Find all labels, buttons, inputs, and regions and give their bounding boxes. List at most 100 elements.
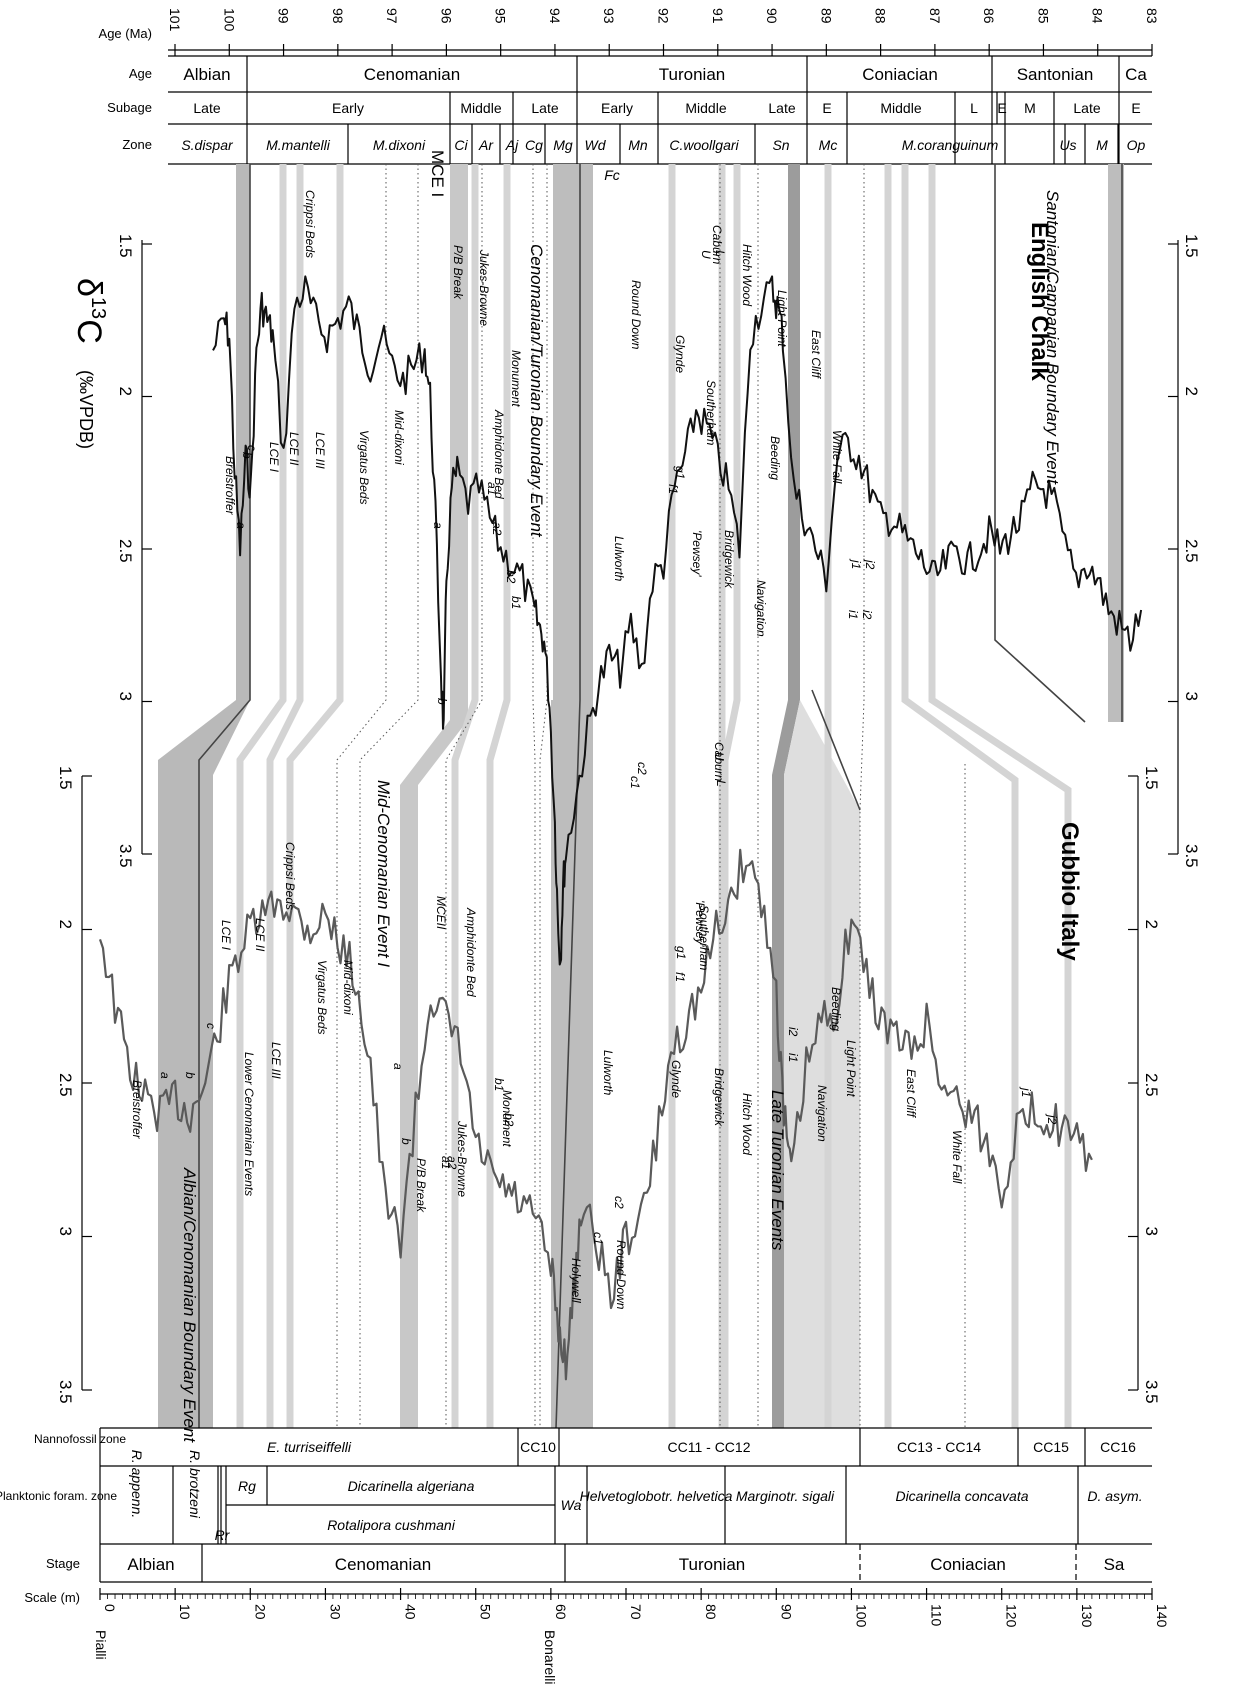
zone: Op xyxy=(1127,137,1146,153)
gubbio-event-label: Late Turonian Events xyxy=(768,1090,787,1251)
bed-letter: f1 xyxy=(673,972,687,982)
nanno-zone: CC13 - CC14 xyxy=(897,1439,981,1455)
bed-letter: a xyxy=(431,522,445,529)
nanno-zones: E. turriseiffelli CC10 CC11 - CC12 CC13 … xyxy=(267,1439,1136,1455)
gubbio-event-label: Navigation xyxy=(815,1085,829,1142)
ma-tick-label: 91 xyxy=(710,8,726,24)
zone-label: Zone xyxy=(122,137,152,152)
band-sant-camp xyxy=(1108,164,1124,722)
zone: Sn xyxy=(772,137,789,153)
english-tick-label: 1.5 xyxy=(1182,234,1201,258)
bed-letter: c2 xyxy=(612,1196,626,1209)
bed-letter: U xyxy=(699,250,713,259)
english-event-label: White Fall xyxy=(830,430,844,484)
gubbio-tick-label: 3.5 xyxy=(1142,1380,1161,1404)
scale-tick-label: 130 xyxy=(1079,1604,1095,1628)
bed-letter: L xyxy=(713,250,727,257)
age-albian: Albian xyxy=(183,65,230,84)
english-tick-label: 2.5 xyxy=(1182,539,1201,563)
zone-names: S.dispar M.mantelli M.dixoni Ci Ar Aj Cg… xyxy=(181,137,1145,183)
english-event-label: Crippsi Beds xyxy=(303,190,317,258)
zone: Cg xyxy=(525,137,543,153)
subage: Middle xyxy=(685,100,726,116)
locality-pialli: Pialli xyxy=(93,1630,109,1660)
ma-tick-label: 84 xyxy=(1090,8,1106,24)
bed-letter: f1 xyxy=(666,484,680,494)
bed-letter: g1 xyxy=(674,946,688,959)
subage-label: Subage xyxy=(107,100,152,115)
gubbio-event-label: Crippsi Beds xyxy=(283,842,297,910)
delta-element: C xyxy=(70,319,108,344)
gubbio-event-label: P/B Break xyxy=(414,1158,428,1213)
plank-zone: Dicarinella algeriana xyxy=(348,1478,475,1494)
subage-names: Late Early Middle Late Early Middle Late… xyxy=(193,100,1140,116)
ma-tick-label: 83 xyxy=(1144,8,1160,24)
subage: E xyxy=(822,100,831,116)
scale-tick-label: 40 xyxy=(403,1604,419,1620)
y-axis-label: δ13C (‰VPDB) xyxy=(70,278,109,449)
scale-tick-label: 100 xyxy=(853,1604,869,1628)
english-tick-label: 2 xyxy=(116,387,135,396)
ma-tick-label: 100 xyxy=(221,8,237,32)
plank-zone: R. appenn. xyxy=(129,1450,145,1519)
zone: Aj xyxy=(505,137,519,153)
bed-letter: L xyxy=(714,780,728,787)
english-event-label: Mid-dixoni xyxy=(392,410,406,465)
plank-zone: Wa xyxy=(561,1497,582,1513)
nanno-zone: CC11 - CC12 xyxy=(668,1439,751,1455)
plank-zone: Helvetoglobotr. helvetica xyxy=(580,1488,733,1504)
gubbio-event-label: MCEII xyxy=(434,896,448,930)
zone: M.dixoni xyxy=(373,137,426,153)
english-event-label: Breistroffer xyxy=(223,456,237,516)
english-event-label: Monument xyxy=(509,350,523,407)
gubbio-event-label: Caburn xyxy=(712,742,726,782)
english-event-label: Navigation xyxy=(754,580,768,637)
ma-tick-label: 85 xyxy=(1035,8,1051,24)
stage: Sa xyxy=(1104,1555,1125,1574)
gubbio-d13c-line xyxy=(98,848,1093,1381)
nanno-zone: CC15 xyxy=(1033,1439,1069,1455)
english-event-label: East Cliff xyxy=(809,330,823,380)
english-y-axis xyxy=(141,240,1179,854)
subage: Late xyxy=(531,100,558,116)
scale-tick-label: 70 xyxy=(628,1604,644,1620)
english-event-label: LCE II xyxy=(287,432,301,466)
zone: Mc xyxy=(819,137,838,153)
age-label: Age xyxy=(129,66,152,81)
top-row-labels: Age (Ma) Age Subage Zone xyxy=(99,26,152,152)
stages: Albian Cenomanian Turonian Coniacian Sa xyxy=(127,1555,1125,1574)
age-coniacian: Coniacian xyxy=(862,65,938,84)
age-names: Albian Cenomanian Turonian Coniacian San… xyxy=(183,65,1147,84)
english-tick-label: 3.5 xyxy=(116,844,135,868)
ma-tick-label: 90 xyxy=(764,8,780,24)
subage: Late xyxy=(193,100,220,116)
bed-letter: j1 xyxy=(849,558,863,569)
scale-tick-label: 110 xyxy=(929,1604,945,1627)
stage: Turonian xyxy=(679,1555,745,1574)
delta-superscript: 13 xyxy=(87,297,109,319)
subage: Late xyxy=(768,100,795,116)
plank-zone: Rr xyxy=(215,1527,231,1543)
bed-letter: g1 xyxy=(673,466,687,479)
english-tick-label: 3.5 xyxy=(1182,844,1201,868)
gubbio-event-label: Beeding xyxy=(829,987,843,1031)
gubbio-event-label: 'Pewsey' xyxy=(693,900,707,947)
scale-tick-label: 20 xyxy=(252,1604,268,1620)
scale-tick-label: 0 xyxy=(102,1604,118,1612)
bed-letter: b xyxy=(183,1072,197,1079)
svg-text:δ13C: δ13C xyxy=(70,278,109,344)
gubbio-event-label: Mid-dixoni xyxy=(341,960,355,1015)
band-albian-cenomanian xyxy=(158,164,250,1428)
bed-letter: i1 xyxy=(846,610,860,619)
english-d13c-line xyxy=(212,275,1143,966)
nanno-zone: CC10 xyxy=(520,1439,556,1455)
locality-bonarelli: Bonarelli xyxy=(542,1630,558,1684)
bed-letter: a xyxy=(234,522,248,529)
gubbio-tick-label: 1.5 xyxy=(1142,766,1161,790)
bed-letter: b1 xyxy=(492,1078,506,1091)
zone: Ci xyxy=(454,137,468,153)
english-event-label: Beeding xyxy=(768,436,782,480)
ma-tick-label: 88 xyxy=(873,8,889,24)
bed-letter: j1 xyxy=(1019,1086,1033,1097)
zone: Wd xyxy=(585,137,607,153)
